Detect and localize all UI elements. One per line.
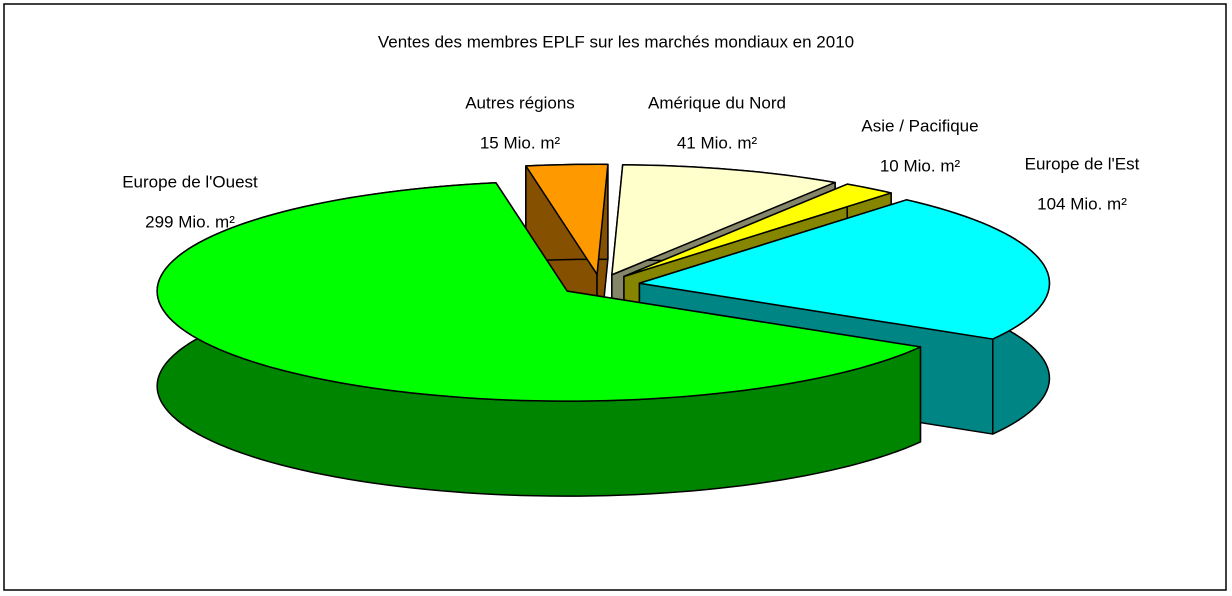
slice-label: Autres régions: [465, 93, 575, 112]
slice: [611, 164, 836, 276]
slice: [638, 199, 1051, 340]
slice: [623, 183, 892, 278]
slice: [525, 163, 609, 276]
slice-label: Amérique du Nord: [648, 93, 786, 112]
slice-label: Europe de l'Ouest: [122, 172, 258, 191]
slice: [156, 182, 922, 402]
slice-label: Asie / Pacifique: [861, 116, 978, 135]
value-label: 10 Mio. m²: [880, 156, 961, 175]
value-label: 104 Mio. m²: [1037, 194, 1127, 213]
value-label: 299 Mio. m²: [145, 212, 235, 231]
value-label: 15 Mio. m²: [480, 133, 561, 152]
value-label: 41 Mio. m²: [677, 133, 758, 152]
slice-label: Europe de l'Est: [1025, 154, 1140, 173]
chart-title: Ventes des membres EPLF sur les marchés …: [378, 32, 854, 51]
